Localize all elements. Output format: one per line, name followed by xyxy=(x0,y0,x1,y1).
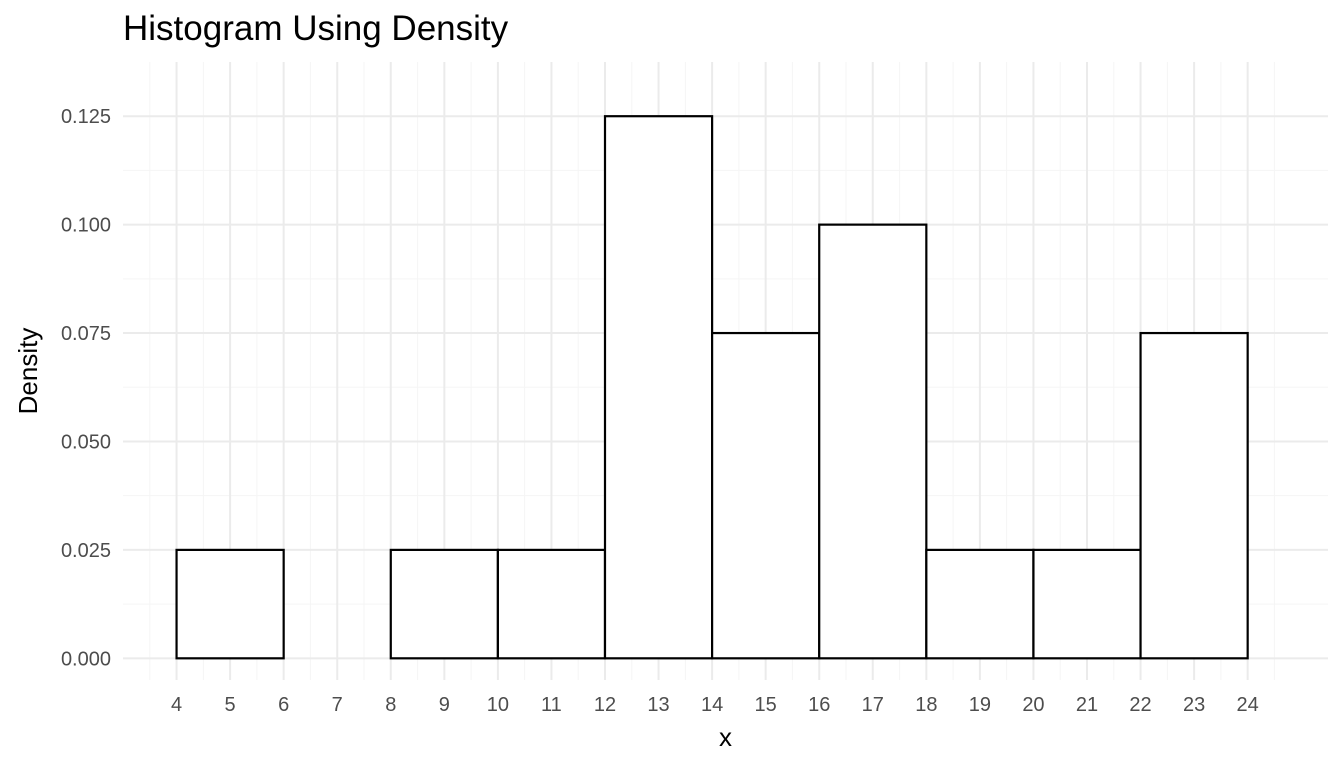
y-tick-label: 0.050 xyxy=(61,431,111,453)
y-tick-label: 0.025 xyxy=(61,540,111,562)
y-tick-label: 0.075 xyxy=(61,323,111,345)
x-tick-label: 10 xyxy=(487,694,509,716)
histogram-bar xyxy=(1032,548,1142,660)
x-tick-label: 24 xyxy=(1237,694,1259,716)
x-tick-label: 4 xyxy=(171,694,182,716)
x-tick-label: 13 xyxy=(647,694,669,716)
x-tick-label: 14 xyxy=(701,694,723,716)
x-tick-label: 18 xyxy=(915,694,937,716)
histogram-bar xyxy=(175,548,285,660)
x-tick-label: 12 xyxy=(594,694,616,716)
y-axis-tick-labels: 0.000 0.025 0.050 0.075 0.100 0.125 xyxy=(61,106,111,670)
x-tick-label: 22 xyxy=(1129,694,1151,716)
y-tick-label: 0.125 xyxy=(61,106,111,128)
x-tick-label: 9 xyxy=(439,694,450,716)
x-tick-label: 8 xyxy=(385,694,396,716)
histogram-bar xyxy=(711,331,821,660)
histogram-bar xyxy=(1139,331,1249,660)
x-tick-label: 15 xyxy=(755,694,777,716)
x-tick-label: 20 xyxy=(1022,694,1044,716)
x-tick-label: 6 xyxy=(278,694,289,716)
histogram-bar xyxy=(603,115,714,660)
histogram-bar xyxy=(818,223,928,660)
histogram-bar xyxy=(389,548,499,660)
histogram-bar xyxy=(496,548,607,660)
x-tick-label: 7 xyxy=(332,694,343,716)
x-tick-label: 19 xyxy=(969,694,991,716)
x-axis-tick-labels: 4 5 6 7 8 9 10 11 12 13 14 15 16 17 18 19 20 21 22 23 24 xyxy=(171,694,1259,716)
y-axis-title: Density xyxy=(13,328,43,415)
x-tick-label: 5 xyxy=(225,694,236,716)
x-tick-label: 23 xyxy=(1183,694,1205,716)
x-tick-label: 21 xyxy=(1076,694,1098,716)
x-tick-label: 16 xyxy=(808,694,830,716)
chart-title: Histogram Using Density xyxy=(123,9,509,48)
x-axis-title: x xyxy=(719,722,732,752)
x-tick-label: 17 xyxy=(862,694,884,716)
y-tick-label: 0.100 xyxy=(61,215,111,237)
histogram-bar xyxy=(925,548,1035,660)
y-tick-label: 0.000 xyxy=(61,648,111,670)
histogram-bars xyxy=(175,115,1249,660)
x-tick-label: 11 xyxy=(541,694,562,716)
